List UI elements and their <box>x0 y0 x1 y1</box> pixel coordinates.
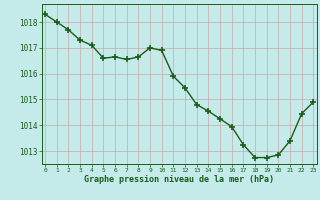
X-axis label: Graphe pression niveau de la mer (hPa): Graphe pression niveau de la mer (hPa) <box>84 175 274 184</box>
